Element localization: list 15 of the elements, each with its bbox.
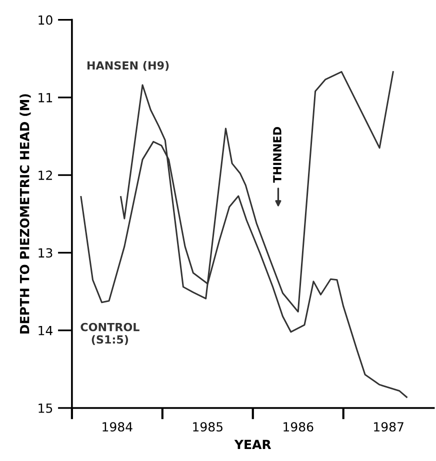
x-tick-label: 1987 bbox=[374, 422, 404, 432]
y-tick-label: 11 bbox=[38, 93, 52, 102]
x-tick-label: 1986 bbox=[284, 422, 314, 432]
y-tick-label: 13 bbox=[38, 248, 52, 258]
text: CONTROL (S1:5) bbox=[80, 322, 140, 345]
annotation: THINNED bbox=[273, 127, 282, 183]
y-tick-label: 14 bbox=[38, 326, 52, 336]
y-tick-label: 12 bbox=[38, 170, 52, 180]
x-axis-title: YEAR bbox=[234, 440, 272, 450]
text: HANSEN (H9) bbox=[87, 61, 169, 71]
y-axis-title: DEPTH TO PIEZOMETRIC HEAD (M) bbox=[20, 94, 31, 334]
y-tick-label: 10 bbox=[38, 15, 52, 25]
y-tick-label: 15 bbox=[38, 404, 52, 413]
x-tick-label: 1985 bbox=[193, 422, 222, 432]
x-tick-label: 1984 bbox=[102, 422, 132, 432]
